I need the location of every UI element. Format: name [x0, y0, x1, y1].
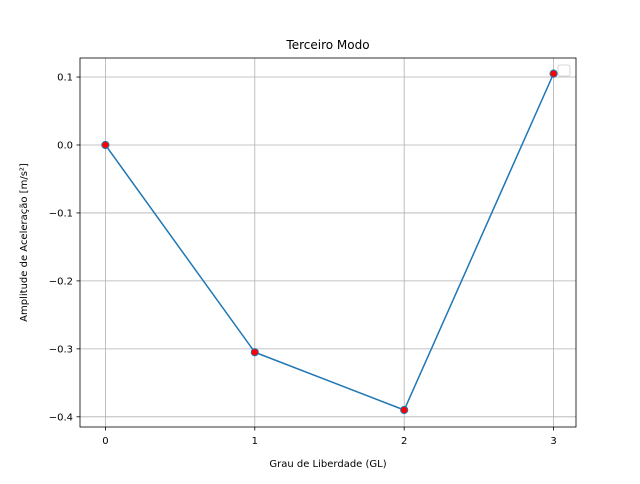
grid [80, 58, 576, 427]
y-tick-label: −0.3 [49, 344, 73, 355]
x-tick-label: 2 [401, 436, 407, 447]
y-tick-label: 0.0 [57, 140, 73, 151]
series-line [104, 73, 555, 411]
y-tick-label: 0.1 [57, 73, 73, 84]
data-point [250, 348, 259, 357]
chart-title: Terceiro Modo [285, 38, 369, 52]
y-tick-label: −0.4 [49, 412, 73, 423]
x-tick-label: 0 [102, 436, 108, 447]
x-axis-label: Grau de Liberdade (GL) [269, 459, 386, 470]
y-axis-label: Amplitude de Aceleração [m/s²] [19, 163, 30, 322]
data-point [101, 140, 110, 150]
x-tick-label: 3 [550, 436, 556, 447]
series-layer [101, 69, 558, 415]
y-tick-label: −0.2 [49, 276, 73, 287]
legend-box [557, 64, 571, 77]
y-tick-label: −0.1 [49, 208, 73, 219]
axes-frame [79, 57, 577, 428]
data-point [549, 69, 558, 78]
data-point [400, 405, 409, 415]
ticks: 0 1 2 3 −0.4 −0.3 −0.2 −0.1 0.0 0.1 [49, 73, 557, 447]
x-tick-label: 1 [252, 436, 258, 447]
